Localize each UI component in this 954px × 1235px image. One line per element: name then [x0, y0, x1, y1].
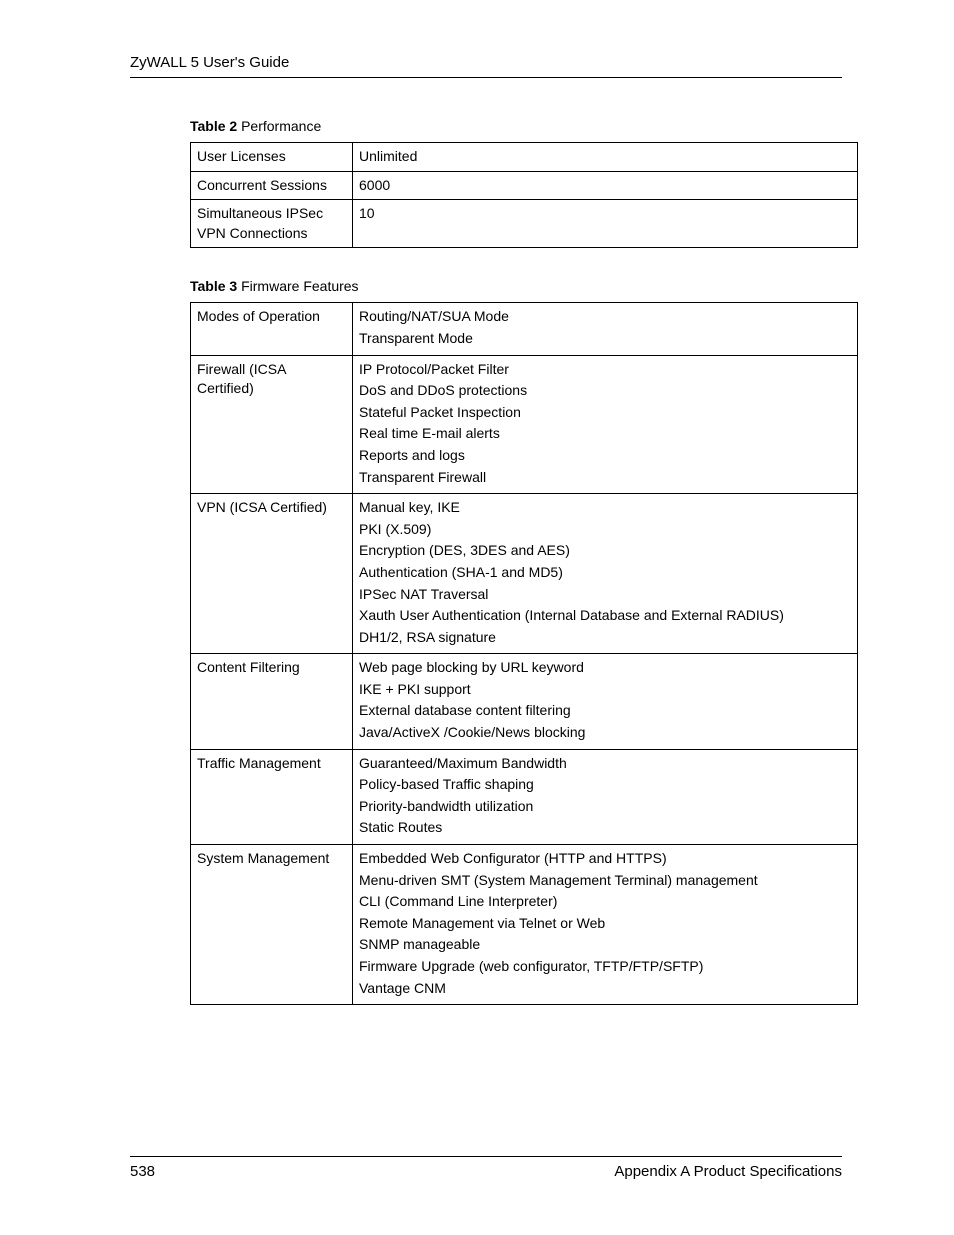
table-row: Concurrent Sessions6000	[191, 171, 858, 200]
value-line: Routing/NAT/SUA Mode	[359, 307, 851, 327]
row-value: Web page blocking by URL keywordIKE + PK…	[353, 654, 858, 749]
page-container: ZyWALL 5 User's Guide Table 2 Performanc…	[0, 0, 954, 1235]
row-label: User Licenses	[191, 143, 353, 172]
value-line: Guaranteed/Maximum Bandwidth	[359, 754, 851, 774]
row-label: Firewall (ICSA Certified)	[191, 355, 353, 494]
page-footer: 538 Appendix A Product Specifications	[130, 1156, 842, 1180]
value-line: Remote Management via Telnet or Web	[359, 914, 851, 934]
value-line: Manual key, IKE	[359, 498, 851, 518]
row-label: Concurrent Sessions	[191, 171, 353, 200]
value-line: DH1/2, RSA signature	[359, 628, 851, 648]
page-number: 538	[130, 1163, 155, 1180]
table-row: Modes of OperationRouting/NAT/SUA ModeTr…	[191, 303, 858, 355]
table-row: Traffic ManagementGuaranteed/Maximum Ban…	[191, 749, 858, 844]
table2-caption: Table 2 Performance	[190, 118, 842, 134]
performance-table-body: User LicensesUnlimitedConcurrent Session…	[191, 143, 858, 248]
table2-caption-bold: Table 2	[190, 118, 237, 134]
value-line: IPSec NAT Traversal	[359, 585, 851, 605]
table2-caption-rest: Performance	[237, 118, 321, 134]
value-line: Priority-bandwidth utilization	[359, 797, 851, 817]
value-line: Real time E-mail alerts	[359, 424, 851, 444]
row-label: Simultaneous IPSec VPN Connections	[191, 200, 353, 248]
value-line: Stateful Packet Inspection	[359, 403, 851, 423]
value-line: DoS and DDoS protections	[359, 381, 851, 401]
value-line: Menu-driven SMT (System Management Termi…	[359, 871, 851, 891]
value-line: CLI (Command Line Interpreter)	[359, 892, 851, 912]
value-line: IP Protocol/Packet Filter	[359, 360, 851, 380]
row-value: 10	[353, 200, 858, 248]
value-line: Web page blocking by URL keyword	[359, 658, 851, 678]
value-line: Vantage CNM	[359, 979, 851, 999]
value-line: Reports and logs	[359, 446, 851, 466]
value-line: Policy-based Traffic shaping	[359, 775, 851, 795]
row-label: Modes of Operation	[191, 303, 353, 355]
firmware-features-table: Modes of OperationRouting/NAT/SUA ModeTr…	[190, 302, 858, 1005]
value-line: Embedded Web Configurator (HTTP and HTTP…	[359, 849, 851, 869]
firmware-table-body: Modes of OperationRouting/NAT/SUA ModeTr…	[191, 303, 858, 1005]
row-value: Routing/NAT/SUA ModeTransparent Mode	[353, 303, 858, 355]
value-line: SNMP manageable	[359, 935, 851, 955]
value-line: Xauth User Authentication (Internal Data…	[359, 606, 851, 626]
value-line: External database content filtering	[359, 701, 851, 721]
value-line: Transparent Firewall	[359, 468, 851, 488]
value-line: Static Routes	[359, 818, 851, 838]
row-value: Unlimited	[353, 143, 858, 172]
table-row: User LicensesUnlimited	[191, 143, 858, 172]
table-row: Simultaneous IPSec VPN Connections10	[191, 200, 858, 248]
row-value: Guaranteed/Maximum BandwidthPolicy-based…	[353, 749, 858, 844]
value-line: IKE + PKI support	[359, 680, 851, 700]
table3-caption-rest: Firmware Features	[237, 278, 358, 294]
table-row: System Management Embedded Web Configurat…	[191, 845, 858, 1005]
value-line: Authentication (SHA-1 and MD5)	[359, 563, 851, 583]
table3-caption: Table 3 Firmware Features	[190, 278, 842, 294]
table-row: Firewall (ICSA Certified)IP Protocol/Pac…	[191, 355, 858, 494]
value-line: Java/ActiveX /Cookie/News blocking	[359, 723, 851, 743]
row-label: System Management	[191, 845, 353, 1005]
table-row: VPN (ICSA Certified)Manual key, IKEPKI (…	[191, 494, 858, 654]
row-value: 6000	[353, 171, 858, 200]
row-value: Embedded Web Configurator (HTTP and HTTP…	[353, 845, 858, 1005]
table-row: Content FilteringWeb page blocking by UR…	[191, 654, 858, 749]
main-content: Table 2 Performance User LicensesUnlimit…	[112, 118, 842, 1005]
value-line: Transparent Mode	[359, 329, 851, 349]
row-value: IP Protocol/Packet FilterDoS and DDoS pr…	[353, 355, 858, 494]
row-label: VPN (ICSA Certified)	[191, 494, 353, 654]
footer-section: Appendix A Product Specifications	[614, 1163, 842, 1180]
table3-caption-bold: Table 3	[190, 278, 237, 294]
performance-table: User LicensesUnlimitedConcurrent Session…	[190, 142, 858, 248]
row-value: Manual key, IKEPKI (X.509)Encryption (DE…	[353, 494, 858, 654]
value-line: Firmware Upgrade (web configurator, TFTP…	[359, 957, 851, 977]
row-label: Traffic Management	[191, 749, 353, 844]
value-line: PKI (X.509)	[359, 520, 851, 540]
row-label: Content Filtering	[191, 654, 353, 749]
value-line: Encryption (DES, 3DES and AES)	[359, 541, 851, 561]
page-header: ZyWALL 5 User's Guide	[130, 54, 842, 78]
